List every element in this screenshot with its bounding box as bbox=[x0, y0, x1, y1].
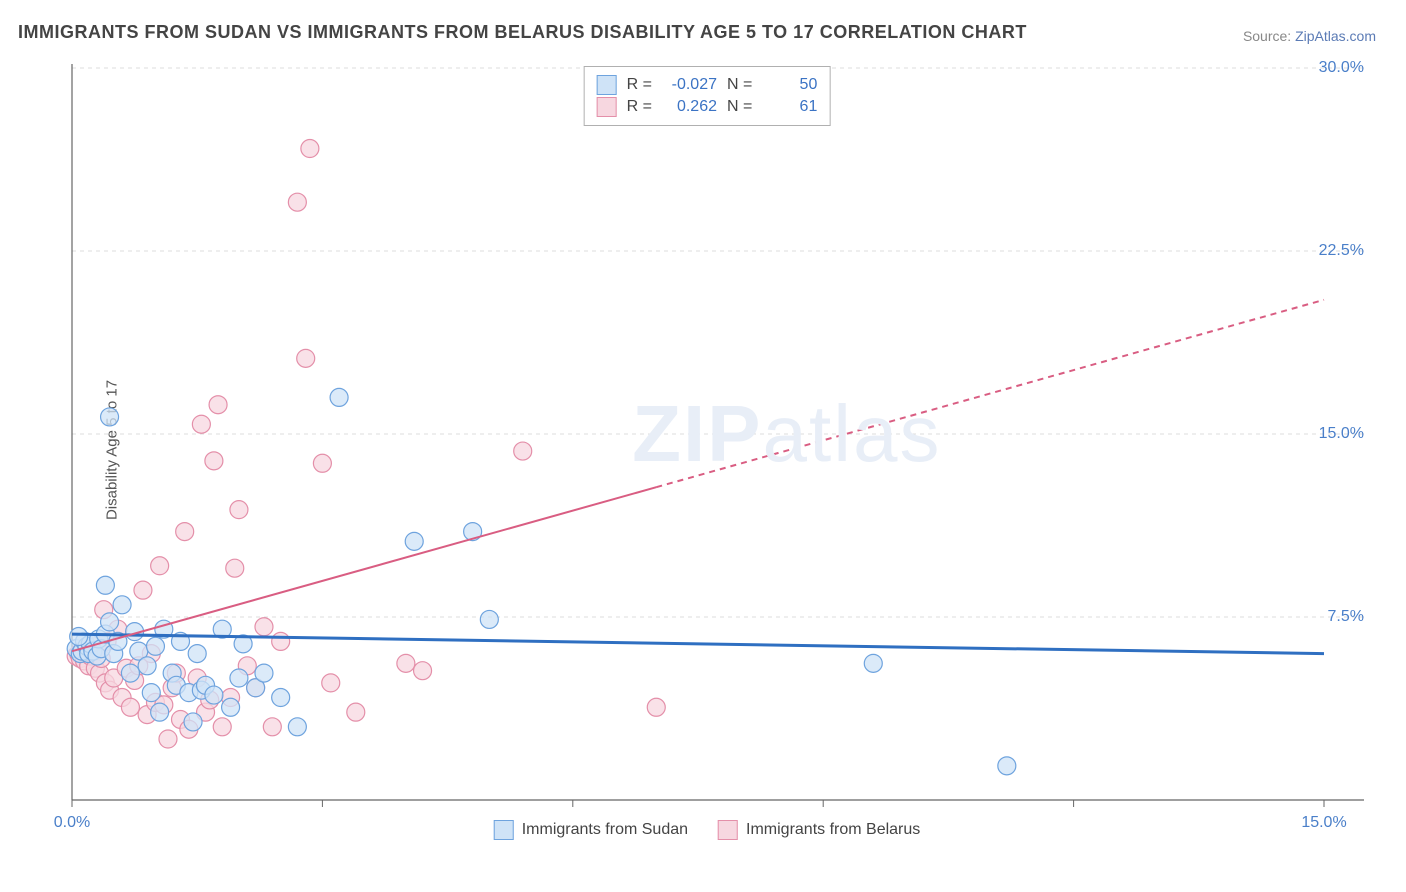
legend-row-belarus: R = 0.262 N = 61 bbox=[597, 97, 818, 117]
y-tick-label: 30.0% bbox=[1319, 59, 1364, 77]
legend-series: Immigrants from Sudan Immigrants from Bel… bbox=[494, 820, 921, 840]
source-link[interactable]: ZipAtlas.com bbox=[1295, 28, 1376, 44]
legend-label: Immigrants from Belarus bbox=[746, 821, 920, 839]
legend-item: Immigrants from Belarus bbox=[718, 820, 920, 840]
source-prefix: Source: bbox=[1243, 28, 1295, 44]
x-tick-label: 0.0% bbox=[54, 814, 90, 832]
swatch-icon bbox=[597, 97, 617, 117]
y-tick-label: 7.5% bbox=[1328, 608, 1364, 626]
legend-n-value: 61 bbox=[762, 98, 817, 116]
chart-container: Disability Age 5 to 17 ZIPatlas R =-0.02… bbox=[42, 60, 1372, 840]
chart-title: IMMIGRANTS FROM SUDAN VS IMMIGRANTS FROM… bbox=[18, 22, 1027, 43]
legend-n-label: N = bbox=[727, 98, 752, 116]
y-tick-label: 15.0% bbox=[1319, 425, 1364, 443]
scatter-plot bbox=[64, 60, 1372, 818]
legend-correlation: R = -0.027 N = 50 R = 0.262 N = 61 bbox=[584, 66, 831, 126]
legend-item: Immigrants from Sudan bbox=[494, 820, 688, 840]
legend-n-value: 50 bbox=[762, 76, 817, 94]
legend-r-value: -0.027 bbox=[662, 76, 717, 94]
legend-r-value: 0.262 bbox=[662, 98, 717, 116]
swatch-icon bbox=[718, 820, 738, 840]
legend-n-label: N = bbox=[727, 76, 752, 94]
swatch-icon bbox=[494, 820, 514, 840]
swatch-icon bbox=[597, 75, 617, 95]
legend-r-label: R = bbox=[627, 98, 652, 116]
legend-r-label: R = bbox=[627, 76, 652, 94]
x-tick-label: 15.0% bbox=[1301, 814, 1346, 832]
legend-row-sudan: R = -0.027 N = 50 bbox=[597, 75, 818, 95]
legend-label: Immigrants from Sudan bbox=[522, 821, 688, 839]
y-tick-label: 22.5% bbox=[1319, 242, 1364, 260]
source-credit: Source: ZipAtlas.com bbox=[1243, 28, 1376, 44]
